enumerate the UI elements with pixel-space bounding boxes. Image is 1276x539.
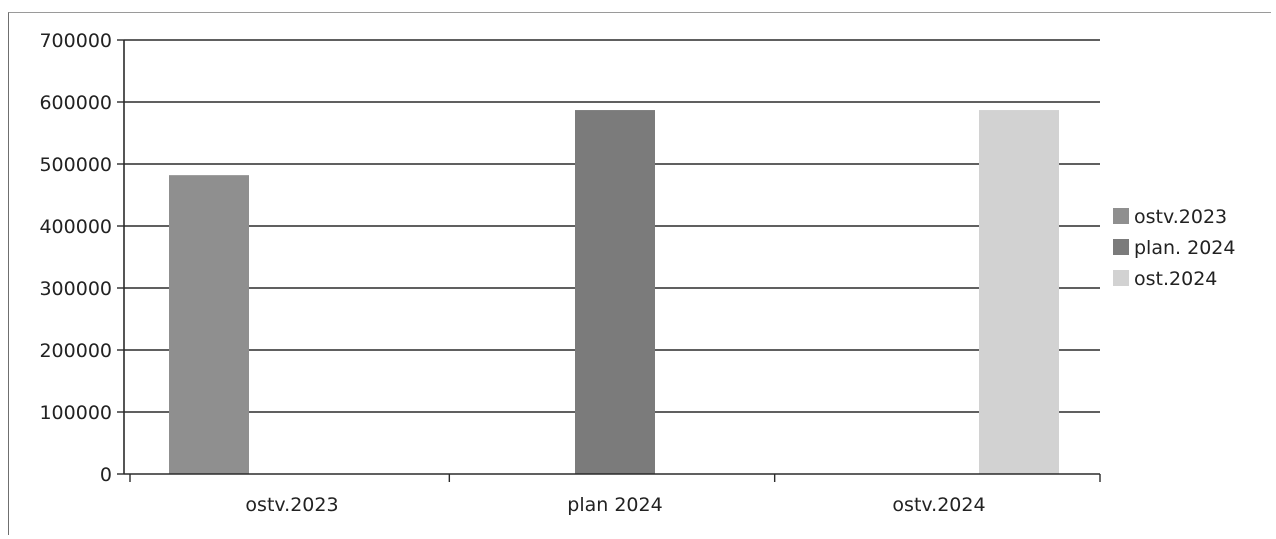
y-tick-label: 200000 — [39, 340, 112, 362]
legend-label: ostv.2023 — [1134, 206, 1227, 228]
x-tick-labels: ostv.2023 plan 2024 ostv.2024 — [245, 494, 985, 516]
x-tick-label: ostv.2023 — [245, 494, 338, 516]
legend-swatch — [1113, 270, 1129, 286]
x-tick-label: plan 2024 — [567, 494, 662, 516]
y-tick-label: 700000 — [39, 30, 112, 52]
x-tick-label: ostv.2024 — [892, 494, 985, 516]
legend-label: plan. 2024 — [1134, 237, 1235, 259]
axes — [117, 39, 1101, 482]
legend-swatch — [1113, 208, 1129, 224]
bar-ostv-2023 — [169, 175, 249, 474]
bar-ostv-2024 — [979, 110, 1059, 474]
legend-swatch — [1113, 239, 1129, 255]
legend: ostv.2023 plan. 2024 ost.2024 — [1113, 206, 1235, 290]
y-tick-label: 300000 — [39, 278, 112, 300]
bar-plan-2024 — [575, 110, 655, 474]
bars — [169, 110, 1059, 474]
y-tick-label: 400000 — [39, 216, 112, 238]
y-tick-label: 600000 — [39, 92, 112, 114]
y-tick-label: 0 — [100, 464, 112, 486]
legend-label: ost.2024 — [1134, 268, 1217, 290]
y-tick-labels: 0 100000 200000 300000 400000 500000 600000 700… — [39, 30, 112, 486]
y-tick-label: 500000 — [39, 154, 112, 176]
y-tick-label: 100000 — [39, 402, 112, 424]
